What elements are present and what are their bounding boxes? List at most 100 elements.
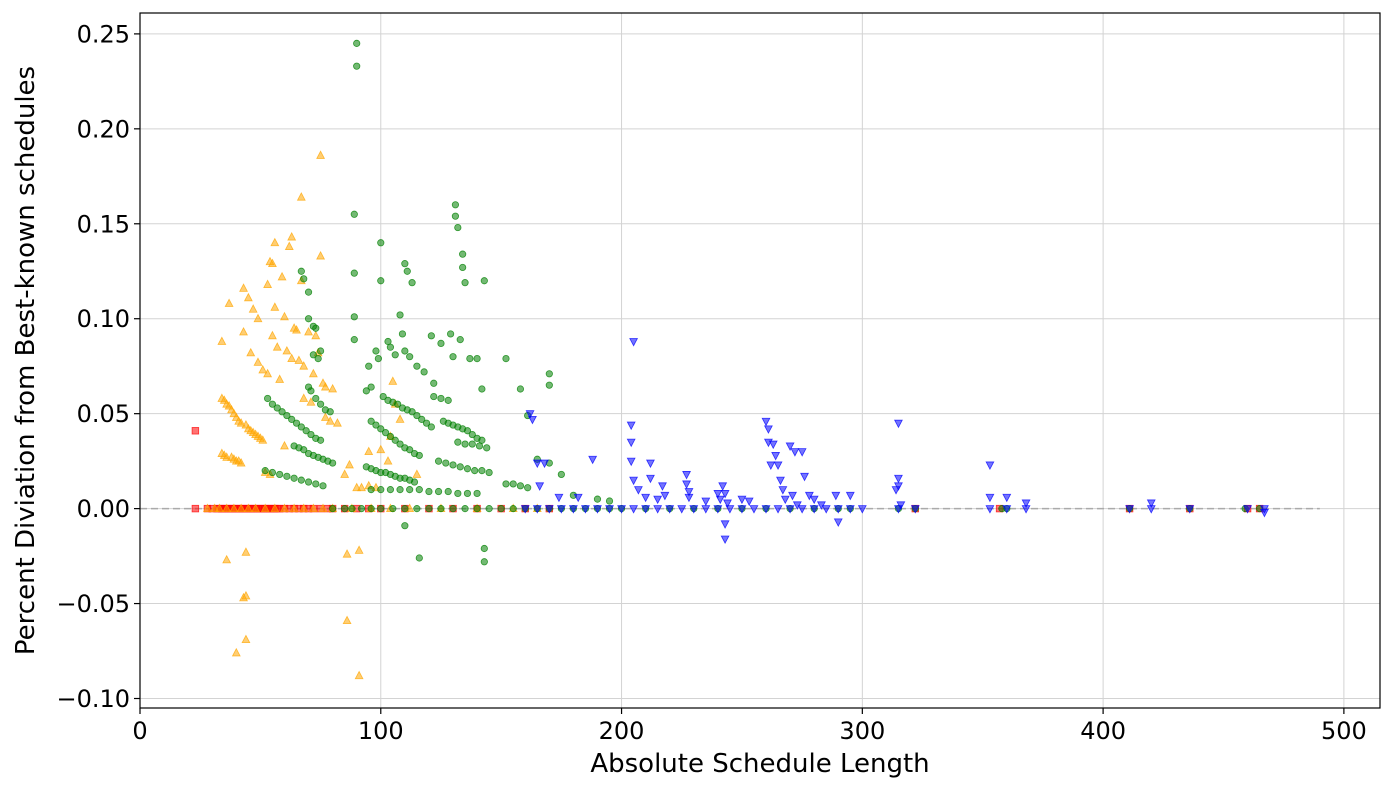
data-point-triangle-down [763,425,773,434]
data-point-triangle-down [701,505,711,514]
data-point-circle [463,427,472,435]
data-point-circle [374,355,382,363]
data-point-circle [442,459,450,467]
data-point-triangle-up [376,444,386,454]
data-point-triangle-down [833,505,843,514]
data-point-circle [422,419,431,427]
data-point-triangle-up [308,503,318,513]
data-point-triangle-down [588,455,598,465]
data-point-circle [341,505,349,513]
data-point-triangle-up [236,418,246,427]
data-point-circle [304,288,313,296]
data-point-triangle-down [761,417,771,427]
data-point-triangle-down [985,493,995,503]
data-point-circle [367,486,375,494]
data-point-circle [461,505,469,513]
data-point-triangle-down [1146,505,1156,514]
data-point-circle [437,339,445,348]
data-point-triangle-up [243,503,253,513]
data-point-triangle-up [304,326,314,336]
data-point-triangle-down [660,491,670,501]
data-point-circle [454,489,462,498]
data-point-circle [297,476,305,484]
data-point-triangle-down [737,495,747,505]
data-point-triangle-down [525,410,535,419]
data-point-circle [473,505,481,513]
data-point-circle [326,408,334,416]
data-point-triangle-down [540,459,549,469]
data-point-circle [454,438,462,446]
data-point-circle [401,347,409,355]
data-point-triangle-up [308,368,318,378]
data-point-triangle-down [715,495,725,505]
data-point-triangle-down [617,505,627,514]
data-point-circle [475,442,484,450]
data-point-triangle-up [241,634,251,644]
y-tick-label: 0.00 [77,495,130,523]
data-point-triangle-up [395,414,405,423]
data-point-triangle-down [528,415,537,425]
data-point-circle [425,505,433,513]
x-axis-label: Absolute Schedule Length [590,749,929,779]
data-point-circle [463,465,472,473]
data-point-triangle-up [239,326,248,336]
data-point-circle [391,351,399,359]
data-point-circle [394,400,402,408]
data-point-circle [447,330,455,338]
data-point-triangle-down [645,474,655,484]
data-point-circle [300,446,308,454]
data-point-circle [304,315,313,323]
data-point-circle [350,336,358,344]
data-point-triangle-up [253,357,263,366]
data-point-circle [314,355,322,363]
data-point-circle [365,362,373,370]
data-point-circle [415,554,423,562]
data-point-triangle-down [520,505,530,514]
data-point-triangle-up [287,232,297,241]
data-point-triangle-down [893,419,903,429]
data-point-circle [420,368,428,376]
data-point-triangle-down [682,480,692,489]
data-point-circle [398,330,407,338]
data-point-triangle-up [354,545,364,554]
data-point-triangle-up [383,456,393,465]
y-tick-label: 0.10 [77,305,130,333]
data-point-circle [427,423,435,431]
data-point-circle [483,444,491,452]
data-point-triangle-up [275,374,285,383]
data-point-triangle-up [299,503,309,513]
data-point-circle [312,480,320,488]
data-point-triangle-up [229,503,239,513]
y-tick-label: 0.15 [77,210,130,238]
data-point-circle [377,239,385,247]
data-point-triangle-down [761,505,771,514]
data-point-circle [290,474,298,482]
y-tick-label: 0.20 [77,115,130,143]
data-point-circle [389,505,397,513]
data-point-circle [307,430,315,439]
data-point-triangle-up [258,364,268,374]
data-point-triangle-up [267,258,277,268]
data-point-circle [509,480,517,488]
data-point-triangle-up [260,503,270,513]
data-point-triangle-up [282,345,292,355]
data-point-circle [449,505,457,513]
data-point-circle [466,355,474,363]
data-point-circle [437,505,445,513]
data-point-triangle-down [723,499,732,508]
data-point-circle [357,505,366,513]
data-point-triangle-up [248,304,258,313]
data-point-triangle-down [1185,505,1195,514]
data-point-circle [379,392,387,401]
data-point-triangle-up [272,342,282,351]
data-point-triangle-down [629,476,639,486]
x-tick-label: 200 [599,717,645,745]
data-point-circle [516,482,525,490]
data-point-triangle-down [737,505,747,514]
data-point-circle [593,495,602,503]
data-point-triangle-up [342,549,352,558]
data-point-triangle-down [1021,499,1031,508]
data-point-triangle-down [645,459,655,469]
data-point-circle [329,505,337,513]
data-point-triangle-down [605,505,614,514]
